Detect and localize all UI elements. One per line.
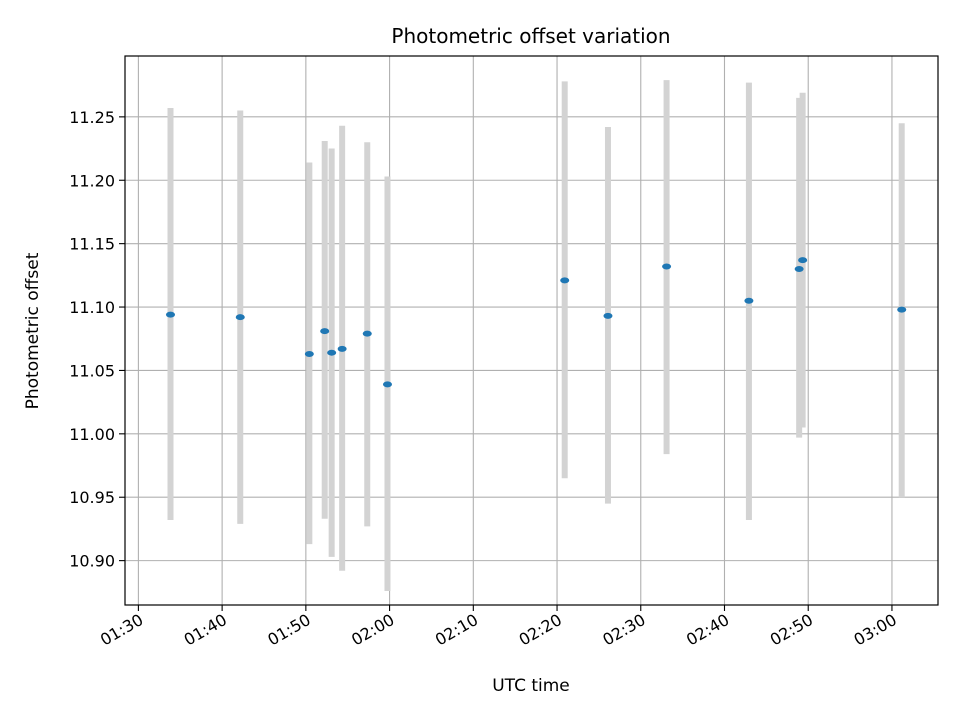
plot-area-frame [124,55,939,606]
data-point [794,266,804,273]
data-point [235,314,245,321]
y-tick-label: 10.90 [69,552,115,571]
data-point [362,330,372,337]
y-tick-label: 10.95 [69,488,115,507]
data-point [798,257,808,264]
data-point [327,349,337,356]
chart-title: Photometric offset variation [391,24,670,48]
data-points [165,257,907,388]
data-point [744,297,754,304]
data-point [382,381,392,388]
y-tick-label: 11.10 [69,298,115,317]
x-axis-label: UTC time [492,676,570,696]
y-tick-label: 11.25 [69,108,115,127]
y-tick-label: 11.20 [69,171,115,190]
y-tick-label: 11.00 [69,425,115,444]
y-tick-label: 11.05 [69,361,115,380]
y-axis-ticks: 10.90 10.95 11.00 11.05 11.10 11.15 11.20 11.25 [69,108,125,571]
data-point [337,345,347,352]
data-point [304,350,314,357]
data-point [662,263,672,270]
data-point [603,312,613,319]
y-axis-label: Photometric offset [23,252,43,409]
data-point [560,277,570,284]
data-point [320,328,330,335]
data-point [897,306,907,313]
y-tick-label: 11.15 [69,235,115,254]
data-point [165,311,175,318]
